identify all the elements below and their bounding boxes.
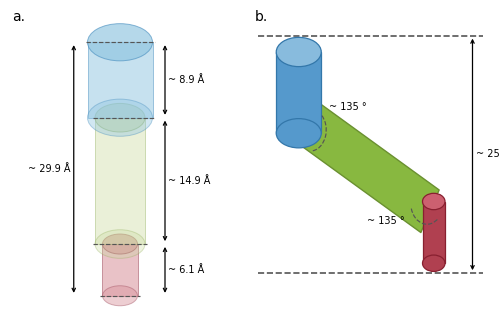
Text: b.: b. [255, 10, 268, 24]
Ellipse shape [95, 230, 145, 258]
Text: ~ 14.9 Å: ~ 14.9 Å [168, 176, 210, 186]
Ellipse shape [276, 119, 321, 148]
Text: ~ 135 °: ~ 135 ° [329, 102, 366, 112]
Text: ~ 8.9 Å: ~ 8.9 Å [168, 75, 204, 85]
Ellipse shape [102, 234, 138, 254]
Ellipse shape [422, 193, 445, 210]
Text: ~ 135 °: ~ 135 ° [367, 216, 405, 226]
Bar [95, 118, 145, 244]
Bar [88, 42, 152, 118]
Bar [276, 52, 321, 133]
Text: ~ 29.9 Å: ~ 29.9 Å [28, 164, 71, 174]
Ellipse shape [88, 99, 152, 136]
Ellipse shape [88, 24, 152, 61]
Ellipse shape [422, 255, 445, 271]
Text: ~ 6.1 Å: ~ 6.1 Å [168, 265, 204, 275]
Text: ~ 25.4 Å: ~ 25.4 Å [476, 150, 500, 159]
Ellipse shape [95, 103, 145, 132]
Text: a.: a. [12, 10, 26, 24]
Ellipse shape [276, 37, 321, 67]
Polygon shape [291, 96, 439, 233]
Bar [422, 202, 445, 263]
Ellipse shape [102, 286, 138, 306]
Bar [102, 244, 138, 296]
